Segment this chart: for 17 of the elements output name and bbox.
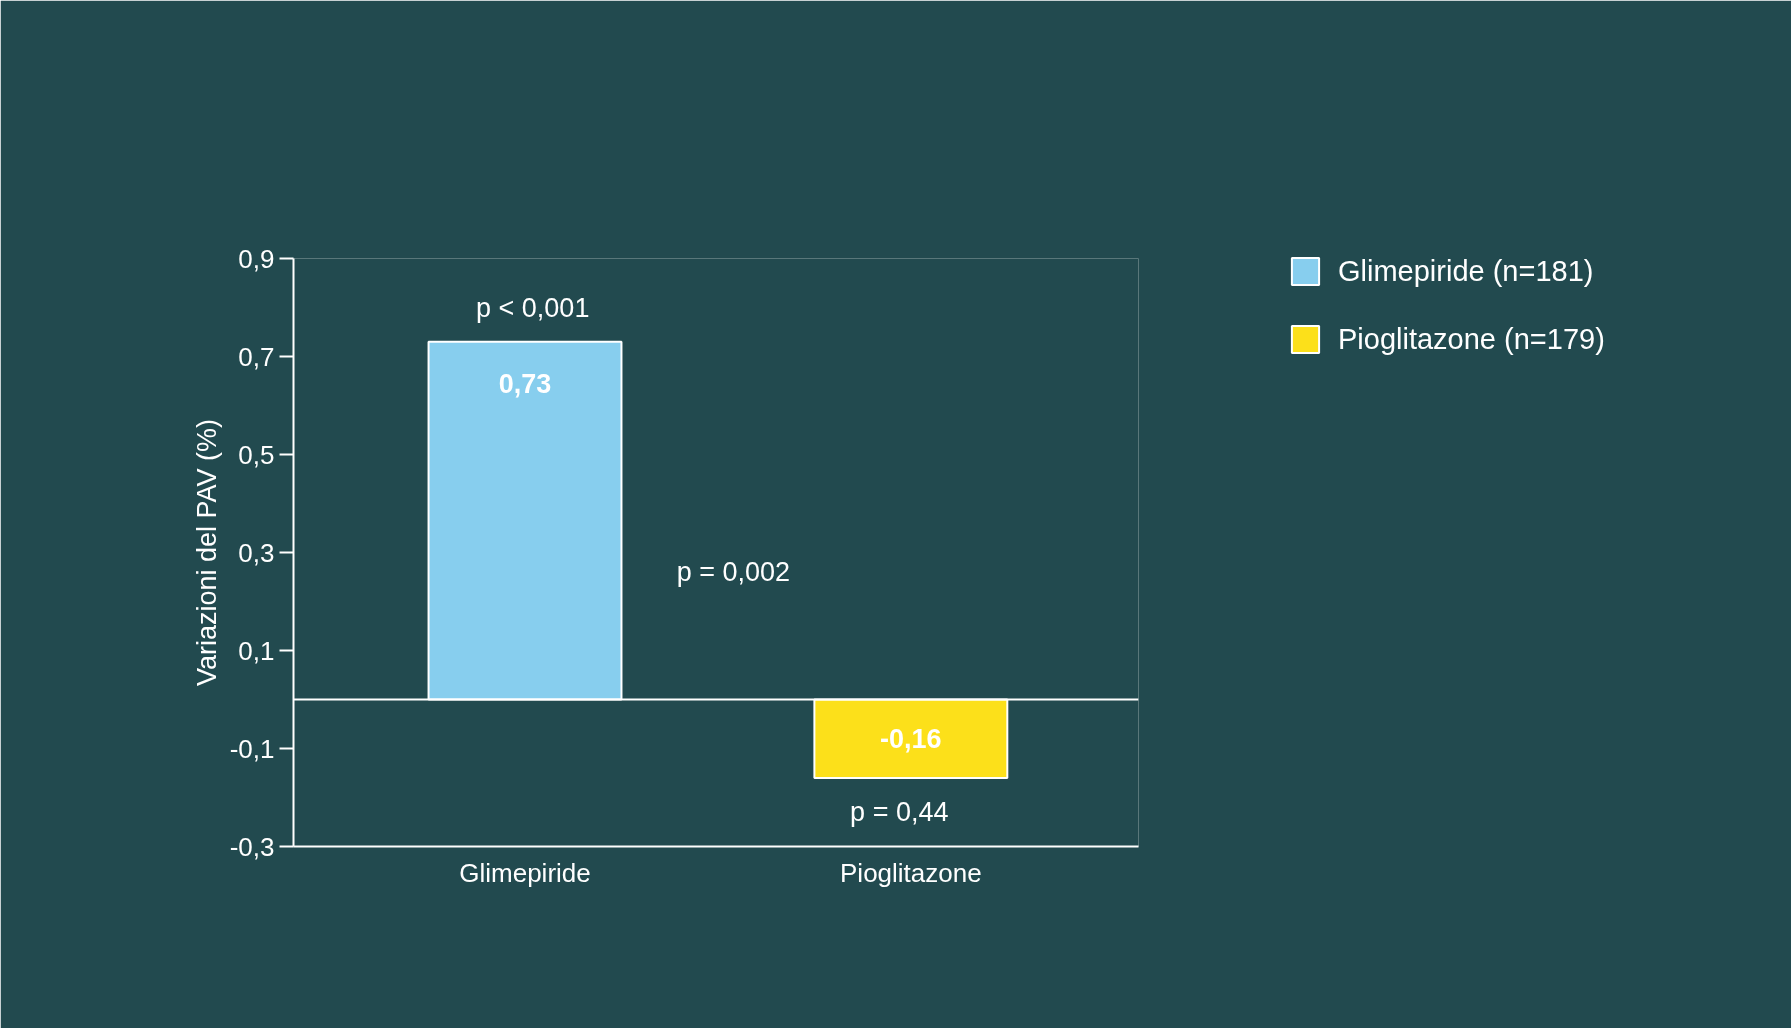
y-axis-title: Variazioni del PAV (%) [191,418,222,687]
y-tick-label: 0,1 [238,635,275,666]
legend-label: Glimepiride (n=181) [1338,254,1594,288]
y-tick-label: 0,5 [238,439,275,470]
x-tick-label: Glimepiride [459,857,591,888]
annotation: p < 0,001 [476,292,590,323]
legend-label: Pioglitazone (n=179) [1338,322,1605,356]
data-label: 0,73 [498,368,552,399]
data-label: -0,16 [880,724,942,755]
annotation: p = 0,44 [850,797,949,828]
y-tick-label: 0,3 [238,537,275,568]
x-tick-label: Pioglitazone [840,857,982,888]
y-tick-label: 0,7 [238,341,275,372]
annotation: p = 0,002 [676,557,791,588]
y-tick-label: -0,1 [229,733,275,764]
y-tick-label: -0,3 [229,831,275,862]
y-tick-label: 0,9 [238,243,275,274]
